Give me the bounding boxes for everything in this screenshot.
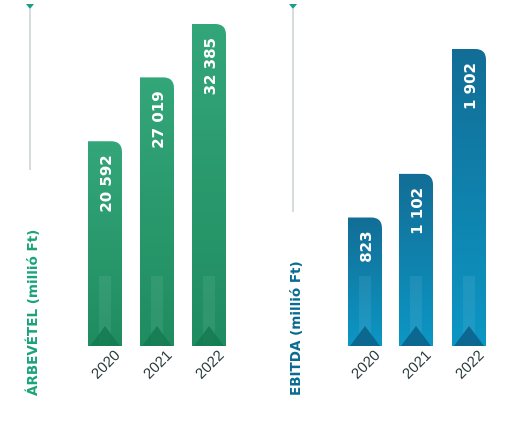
revenue-bar-stripe [203,276,215,346]
ebitda-axis-marker-icon [289,4,297,9]
revenue-bar-triangle-icon [142,326,172,346]
revenue-bars: 20 592 2020 27 019 2021 32 385 2022 [88,24,228,383]
revenue-value-label: 32 385 [201,38,219,95]
revenue-tick-label: 2020 [88,347,124,383]
revenue-value-label: 20 592 [97,155,115,212]
ebitda-chart: EBITDA (millió Ft) 823 2020 1 102 2021 1 902… [288,4,488,396]
ebitda-bar-stripe [463,276,475,346]
revenue-bar-triangle-icon [194,326,224,346]
ebitda-tick-label: 2021 [399,347,435,383]
revenue-bar-2021 [140,77,174,347]
revenue-bar-stripe [99,276,111,346]
ebitda-bars: 823 2020 1 102 2021 1 902 2022 [348,49,488,383]
ebitda-tick-label: 2022 [452,347,488,383]
ebitda-bar-2020 [348,217,382,346]
ebitda-value-label: 823 [357,231,375,262]
revenue-axis-marker-icon [26,4,34,9]
ebitda-value-label: 1 902 [461,63,479,110]
ebitda-bar-stripe [359,276,371,346]
ebitda-bar-stripe [410,276,422,346]
revenue-tick-label: 2022 [192,347,228,383]
ebitda-axis-title: EBITDA (millió Ft) [288,261,304,396]
revenue-axis-title: ÁRBEVÉTEL (millió Ft) [24,230,41,396]
ebitda-bar-triangle-icon [401,326,431,346]
ebitda-bar-triangle-icon [454,326,484,346]
revenue-bar-stripe [151,276,163,346]
ebitda-value-label: 1 102 [408,188,426,235]
ebitda-bar-triangle-icon [350,326,380,346]
revenue-bar-2020 [88,141,122,346]
ebitda-bar-2021 [399,173,433,346]
ebitda-tick-label: 2020 [348,347,384,383]
revenue-tick-label: 2021 [140,347,176,383]
revenue-bar-triangle-icon [90,326,120,346]
ebitda-bar-2022 [452,49,486,346]
revenue-bar-2022 [192,24,226,346]
revenue-value-label: 27 019 [149,91,167,148]
